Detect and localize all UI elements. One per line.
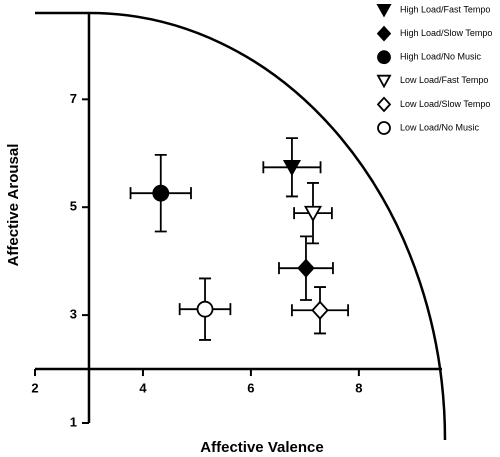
legend-marker: [376, 74, 392, 89]
x-tick-label: 6: [247, 380, 254, 395]
y-tick-label: 1: [70, 414, 77, 429]
legend-label: High Load/No Music: [400, 52, 482, 62]
y-axis-title: Affective Arousal: [5, 144, 22, 267]
legend-label: High Load/Slow Tempo: [400, 28, 492, 38]
marker: [196, 300, 214, 318]
legend-marker: [376, 25, 392, 42]
x-tick-label: 2: [31, 380, 38, 395]
marker: [311, 300, 329, 320]
x-tick-label: 8: [355, 380, 362, 395]
legend-marker: [376, 4, 392, 18]
legend-label: High Load/Fast Tempo: [400, 4, 490, 14]
boundary-arc: [35, 11, 447, 441]
marker: [297, 258, 315, 278]
marker: [282, 160, 301, 177]
marker: [152, 184, 170, 202]
x-tick-label: 4: [139, 380, 147, 395]
marker: [303, 205, 323, 223]
legend-label: Low Load/No Music: [400, 122, 480, 132]
y-tick-label: 3: [70, 307, 77, 322]
x-axis-title: Affective Valence: [200, 439, 323, 456]
y-tick-label: 7: [70, 91, 77, 106]
legend-marker: [377, 50, 391, 65]
legend-marker: [377, 121, 391, 135]
legend-label: Low Load/Fast Tempo: [400, 75, 488, 85]
legend-marker: [376, 96, 392, 113]
legend-label: Low Load/Slow Tempo: [400, 99, 490, 109]
y-tick-label: 5: [70, 199, 77, 214]
